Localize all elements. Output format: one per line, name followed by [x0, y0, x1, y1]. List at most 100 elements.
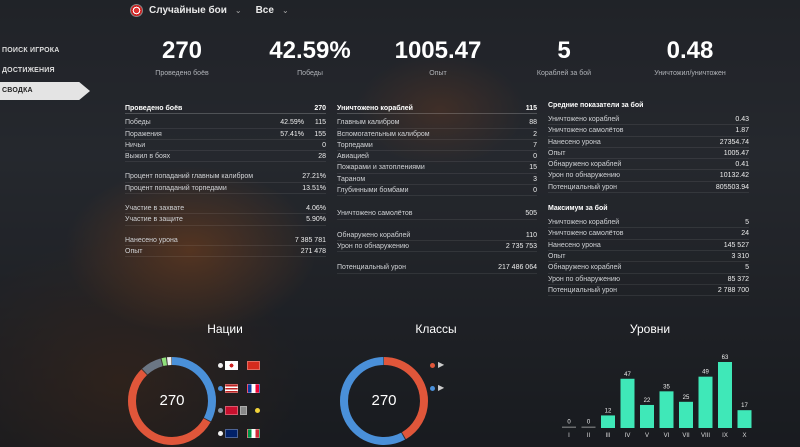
- donut-slice-1[interactable]: [340, 357, 428, 445]
- sidebar: ПОИСК ИГРОКА ДОСТИЖЕНИЯ СВОДКА: [0, 42, 90, 102]
- stat-wins: 42.59% Победы: [240, 36, 380, 77]
- row-label: Потенциальный урон: [337, 264, 407, 272]
- stat-value: 0.48: [666, 37, 714, 64]
- stat-battles: 270 Проведено боёв: [112, 36, 252, 77]
- tier-tick-label: X: [742, 433, 746, 439]
- row-label: Авиацией: [337, 153, 369, 161]
- row-label: Торпедами: [337, 141, 373, 149]
- tiers-bar-chart: 0 I 0 II 12 III 47 IV 22 V 35 VI 25 VII 49 VIII 63 IX 17 X: [562, 355, 752, 439]
- row-value: 1005.47: [723, 149, 749, 157]
- row-label: Нанесено урона: [548, 241, 601, 249]
- tier-tick-label: IX: [722, 433, 728, 439]
- row-label: Уничтожено самолётов: [548, 230, 624, 238]
- table-row: Вспомогательным калибром 2: [337, 129, 537, 140]
- destroyed-table: Уничтожено кораблей 115 Главным калибром…: [337, 103, 537, 274]
- legend-dot: [218, 363, 223, 368]
- row-value: 0: [533, 153, 537, 161]
- row-label: Опыт: [548, 252, 566, 260]
- row-value: 85 372: [727, 275, 749, 283]
- legend-dot: [255, 408, 260, 413]
- stat-label: Кораблей за бой: [536, 70, 592, 77]
- table-total: 270: [314, 105, 326, 112]
- tier-bar-IX[interactable]: [718, 362, 732, 428]
- table-row: Обнаружено кораблей 5: [548, 262, 749, 274]
- china-flag-icon: [247, 361, 260, 370]
- sidebar-item-player-search[interactable]: ПОИСК ИГРОКА: [2, 47, 60, 54]
- table-row: Участие в захвате 4.06%: [125, 203, 326, 215]
- tier-bar-X[interactable]: [737, 410, 752, 428]
- stat-kd-ratio: 0.48 Уничтожил/уничтожен: [620, 36, 760, 77]
- table-header: Проведено боёв 270: [125, 103, 326, 115]
- row-label: Обнаружено кораблей: [337, 231, 411, 239]
- usa-flag-icon: [225, 384, 238, 393]
- stat-value: 5: [557, 37, 571, 64]
- table-row: Авиацией 0: [337, 151, 537, 163]
- tier-value-label: 0: [567, 420, 571, 426]
- sidebar-item-summary[interactable]: СВОДКА: [0, 82, 90, 100]
- table-row: Урон по обнаружению 10132.42: [548, 170, 749, 182]
- row-label: Урон по обнаружению: [548, 275, 621, 283]
- row-value: 2 788 700: [717, 286, 749, 294]
- averages-table: Средние показатели за бой Уничтожено кор…: [548, 100, 749, 297]
- donut-slice-0[interactable]: [340, 357, 428, 445]
- row-label: Нанесено урона: [548, 138, 601, 146]
- tier-tick-label: VIII: [701, 433, 710, 439]
- donut-slice-1[interactable]: [128, 357, 216, 445]
- row-label: Пожарами и затоплениями: [337, 164, 425, 172]
- stat-value: 1005.47: [394, 37, 482, 64]
- tier-bar-VII[interactable]: [679, 401, 693, 428]
- row-label: Выжил в боях: [125, 153, 171, 161]
- row-label: Процент попаданий главным калибром: [125, 173, 254, 181]
- table-row: Обнаружено кораблей 110: [337, 230, 537, 241]
- tier-tick-label: III: [605, 433, 610, 439]
- table-row: Обнаружено кораблей 0.41: [548, 159, 749, 171]
- row-value: 0.43: [735, 116, 749, 123]
- tier-value-label: 12: [605, 408, 612, 414]
- tier-bar-IV[interactable]: [620, 378, 635, 428]
- donut-slice-0[interactable]: [128, 357, 216, 445]
- filter-bar: Случайные бои ⌄ Все ⌄: [130, 2, 297, 18]
- row-value: 115: [314, 119, 326, 127]
- tier-tick-label: IV: [625, 433, 631, 439]
- sidebar-item-achievements[interactable]: ДОСТИЖЕНИЯ: [2, 67, 55, 74]
- table-row: Опыт 271 478: [125, 246, 326, 258]
- row-value: 27.21%: [302, 173, 326, 181]
- chevron-down-icon[interactable]: ⌄: [234, 5, 242, 15]
- tier-value-label: 25: [683, 395, 690, 401]
- table-row: Потенциальный урон 805503.94: [548, 182, 749, 194]
- table-row: Победы 42.59% 115: [125, 117, 326, 129]
- row-value: 2: [533, 130, 537, 138]
- tier-bar-II[interactable]: [581, 426, 596, 429]
- row-label: Участие в захвате: [125, 205, 185, 213]
- legend-dot: [218, 386, 223, 391]
- tier-bar-VI[interactable]: [659, 391, 674, 428]
- row-label: Процент попаданий торпедами: [125, 184, 227, 192]
- row-value: 0: [322, 141, 326, 149]
- tier-value-label: 49: [702, 370, 709, 376]
- ship-filter-select[interactable]: Все: [255, 4, 274, 16]
- row-value: 505: [525, 210, 537, 218]
- table-row: Опыт 1005.47: [548, 148, 749, 160]
- table-header: Уничтожено кораблей 115: [337, 103, 537, 115]
- tier-bar-III[interactable]: [601, 415, 615, 428]
- tier-bar-VIII[interactable]: [698, 376, 713, 428]
- table-row: Урон по обнаружению 85 372: [548, 274, 749, 285]
- stat-label: Победы: [297, 70, 323, 77]
- table-row: Выжил в боях 28: [125, 151, 326, 163]
- tier-value-label: 47: [624, 372, 631, 378]
- stat-ships-per-battle: 5 Кораблей за бой: [494, 36, 634, 77]
- donut-center-label: 270: [159, 392, 184, 409]
- battle-mode-select[interactable]: Случайные бои: [149, 4, 227, 16]
- row-value: 5: [745, 264, 749, 272]
- italy-flag-icon: [247, 429, 260, 438]
- tier-bar-I[interactable]: [562, 426, 576, 429]
- row-percent: 57.41%: [280, 130, 304, 138]
- legend-dot: [430, 363, 435, 368]
- france-flag-icon: [247, 384, 260, 393]
- tier-bar-V[interactable]: [640, 404, 654, 428]
- row-value: 3 310: [731, 252, 749, 260]
- chevron-down-icon[interactable]: ⌄: [281, 5, 289, 15]
- table-title: Максимум за бой: [548, 205, 608, 213]
- tier-tick-label: V: [645, 433, 649, 439]
